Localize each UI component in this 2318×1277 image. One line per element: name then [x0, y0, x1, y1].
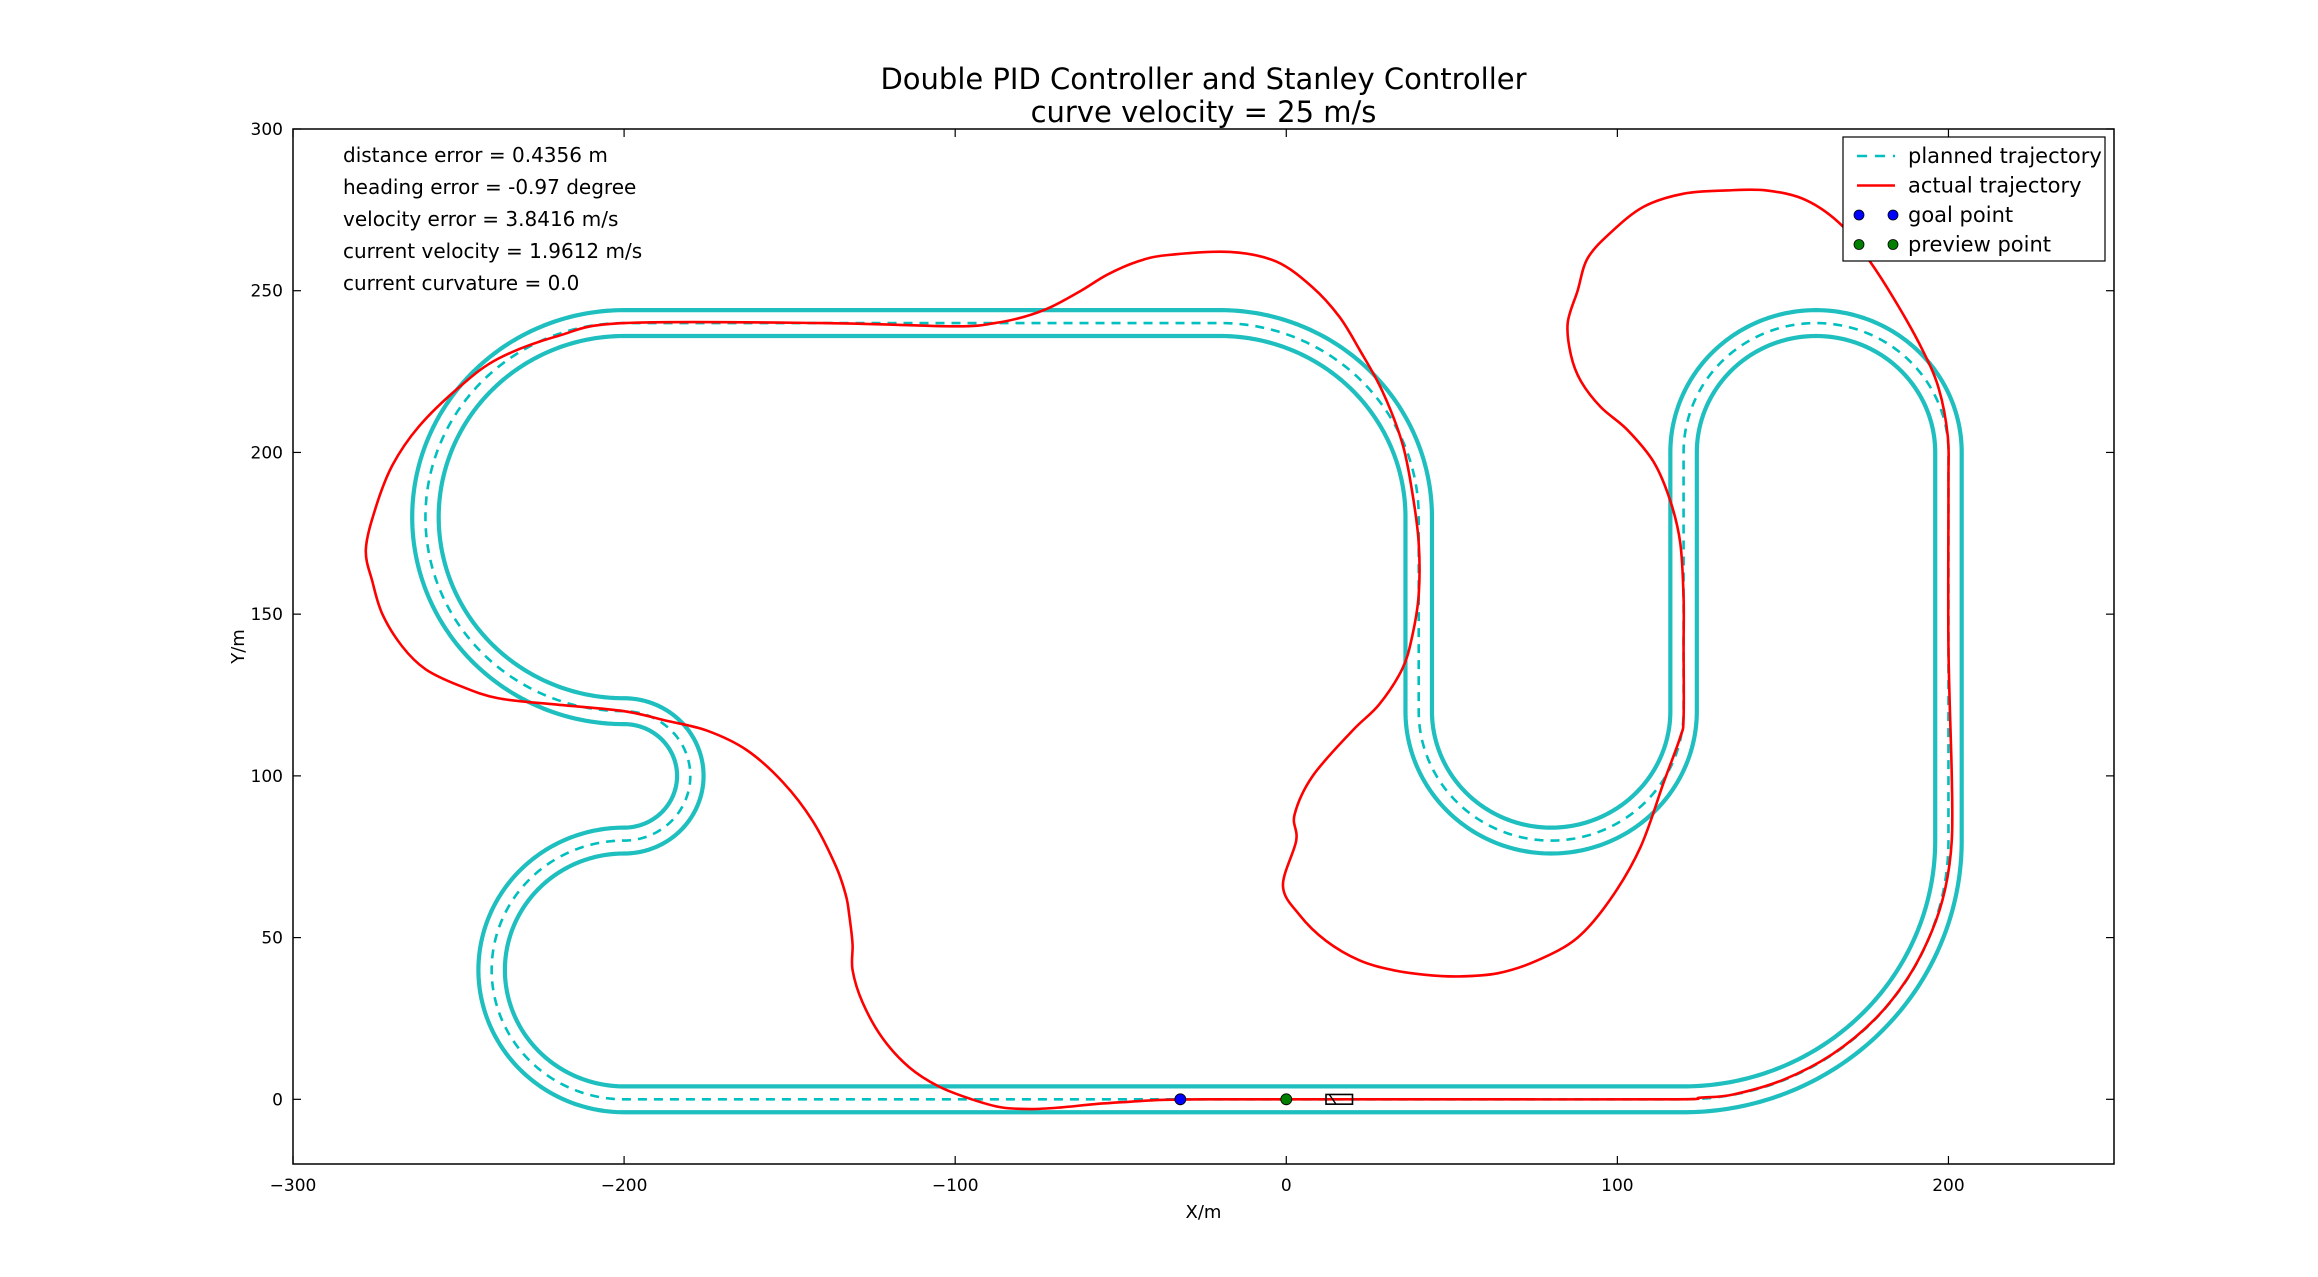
vehicle-heading-mark — [1328, 1094, 1337, 1105]
y-axis-label: Y/m — [228, 629, 249, 665]
axes-frame — [292, 128, 2115, 1165]
chart-title: Double PID Controller and Stanley Contro… — [880, 62, 1526, 129]
plot-area — [364, 188, 1964, 1115]
legend-entry-label: preview point — [1908, 233, 2051, 257]
actual-trajectory-line — [364, 188, 1954, 1111]
legend: planned trajectory actual trajectory goal … — [1842, 136, 2106, 262]
info-line: current curvature = 0.0 — [343, 271, 579, 295]
preview-point-marker — [1280, 1093, 1293, 1106]
legend-marker-swatch — [1853, 239, 1865, 250]
x-tick-label: 100 — [1601, 1176, 1633, 1196]
legend-marker-swatch — [1887, 209, 1899, 221]
x-tick-label: −300 — [270, 1176, 317, 1196]
x-tick-label: −200 — [601, 1176, 648, 1196]
chart-subtitle-line: curve velocity = 25 m/s — [1031, 95, 1377, 129]
info-line: current velocity = 1.9612 m/s — [343, 239, 642, 263]
planned-trajectory-line — [424, 321, 1950, 1101]
vehicle-box — [1325, 1093, 1354, 1105]
legend-box — [1842, 136, 2106, 262]
info-line: distance error = 0.4356 m — [343, 143, 608, 167]
y-tick-label: 100 — [251, 767, 283, 787]
info-text-block: distance error = 0.4356 m heading error =… — [343, 143, 642, 295]
x-tick-label: −100 — [932, 1176, 979, 1196]
y-tick-label: 0 — [272, 1090, 283, 1110]
info-line: velocity error = 3.8416 m/s — [343, 207, 618, 231]
legend-entry-label: actual trajectory — [1908, 174, 2082, 198]
goal-point-marker — [1174, 1093, 1187, 1106]
legend-marker-swatch — [1853, 209, 1865, 221]
x-tick-label: 0 — [1281, 1176, 1292, 1196]
chart-title-line: Double PID Controller and Stanley Contro… — [880, 62, 1526, 96]
legend-marker-swatch — [1887, 239, 1899, 250]
axis-ticks: −300 −200 −100 0 100 200 0 50 100 150 200 250 300 — [251, 120, 2114, 1196]
track-boundary-outer — [436, 333, 1938, 1089]
y-tick-label: 200 — [251, 443, 283, 463]
legend-entry-label: goal point — [1908, 203, 2013, 227]
y-tick-label: 300 — [251, 120, 283, 140]
y-tick-label: 250 — [251, 282, 283, 302]
x-axis-label: X/m — [1186, 1202, 1222, 1223]
y-tick-label: 50 — [261, 929, 283, 949]
info-line: heading error = -0.97 degree — [343, 175, 636, 199]
y-tick-label: 150 — [251, 605, 283, 625]
track-boundary-inner — [410, 308, 1964, 1115]
x-tick-label: 200 — [1932, 1176, 1964, 1196]
legend-entry-label: planned trajectory — [1908, 144, 2102, 168]
